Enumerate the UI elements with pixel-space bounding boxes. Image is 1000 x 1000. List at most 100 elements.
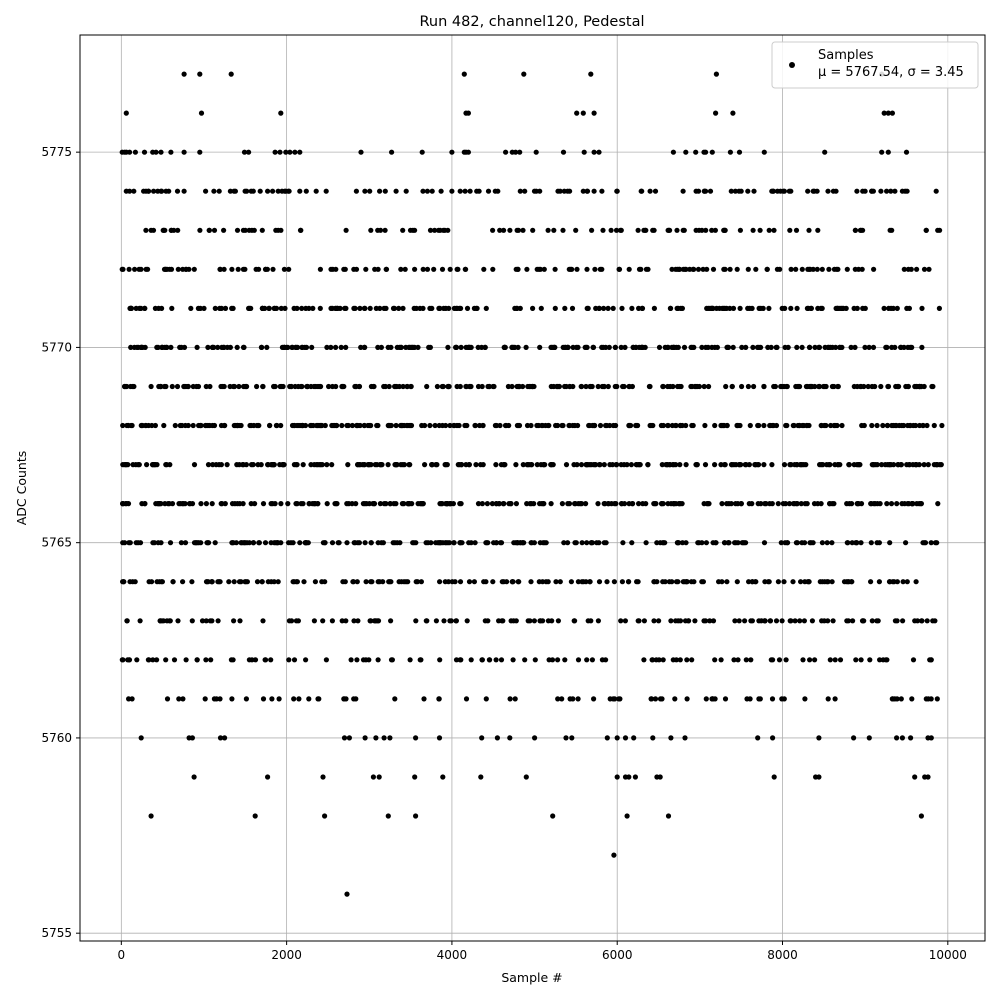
data-point [257, 188, 263, 194]
data-point [846, 462, 852, 468]
data-point [815, 227, 821, 233]
data-point [829, 344, 836, 350]
data-point [471, 579, 477, 585]
data-point [922, 540, 929, 546]
data-point [803, 462, 809, 468]
data-point [175, 227, 181, 233]
data-point [831, 383, 837, 390]
data-point [501, 462, 507, 468]
data-point [294, 579, 300, 585]
data-point [865, 383, 871, 390]
data-point [229, 540, 235, 546]
data-point [330, 266, 336, 272]
data-point [839, 422, 845, 429]
data-point [258, 344, 264, 350]
data-point [360, 501, 366, 507]
data-point [408, 383, 414, 390]
data-point [618, 344, 624, 350]
data-point [335, 540, 341, 546]
data-point [533, 149, 539, 155]
data-point [684, 696, 690, 702]
data-point [591, 188, 597, 194]
data-point [622, 618, 629, 624]
data-point [201, 305, 207, 311]
data-point [233, 540, 239, 546]
data-point [424, 383, 430, 390]
data-point [713, 110, 719, 116]
data-point [522, 188, 528, 194]
data-point [560, 227, 566, 233]
data-point [289, 344, 295, 350]
data-point [892, 188, 898, 194]
data-point [734, 422, 740, 429]
axis-ticks: 0 2000 4000 6000 8000 10000 5755 5760 5765 5770 57… [41, 145, 966, 962]
x-tick-label: 8000 [767, 948, 798, 962]
data-point [148, 383, 154, 390]
data-point [665, 422, 671, 429]
data-point [857, 462, 863, 468]
data-point [453, 305, 459, 311]
data-point [436, 696, 442, 702]
data-point [407, 422, 413, 429]
data-point [212, 540, 218, 546]
data-point [481, 266, 487, 272]
data-point [516, 383, 523, 390]
data-point [704, 266, 710, 272]
data-point [680, 579, 686, 585]
data-point [441, 305, 447, 311]
data-point [624, 462, 630, 468]
data-point [835, 462, 841, 468]
data-point [880, 422, 886, 429]
data-point [387, 735, 393, 741]
data-point [748, 618, 754, 624]
data-point [172, 422, 178, 429]
data-point [626, 422, 632, 429]
data-point [552, 266, 558, 272]
data-point [468, 657, 474, 663]
data-point [566, 422, 572, 429]
data-point [909, 696, 915, 702]
data-point [324, 344, 330, 350]
data-point [734, 579, 740, 585]
data-point [378, 344, 384, 350]
data-point [491, 540, 497, 546]
data-point [699, 227, 705, 233]
data-point [667, 305, 674, 311]
data-point [427, 227, 434, 233]
data-point [211, 227, 218, 233]
data-point [826, 344, 832, 350]
data-point [657, 696, 664, 702]
data-point [689, 657, 695, 663]
data-point [700, 579, 707, 585]
data-point [860, 227, 866, 233]
data-point [289, 422, 296, 429]
data-point [540, 422, 546, 429]
data-point [887, 227, 893, 233]
data-point [235, 266, 241, 272]
data-point [664, 462, 670, 468]
data-point [411, 305, 417, 311]
data-point [548, 501, 554, 507]
data-point [747, 422, 753, 429]
data-point [438, 188, 444, 194]
data-point [724, 501, 730, 507]
data-point [613, 501, 619, 507]
data-point [858, 540, 864, 546]
data-point [218, 305, 225, 311]
data-point [603, 657, 609, 663]
data-point [781, 383, 787, 390]
data-point [491, 383, 497, 390]
data-point [620, 383, 626, 390]
data-point [393, 188, 399, 194]
data-point [832, 696, 838, 702]
data-point [270, 188, 276, 194]
data-point [750, 344, 756, 350]
data-point [131, 344, 137, 350]
data-point [279, 188, 285, 194]
data-point [275, 579, 281, 585]
data-point [243, 462, 249, 468]
data-point [636, 266, 643, 272]
data-point [889, 110, 896, 116]
data-point [760, 305, 766, 311]
